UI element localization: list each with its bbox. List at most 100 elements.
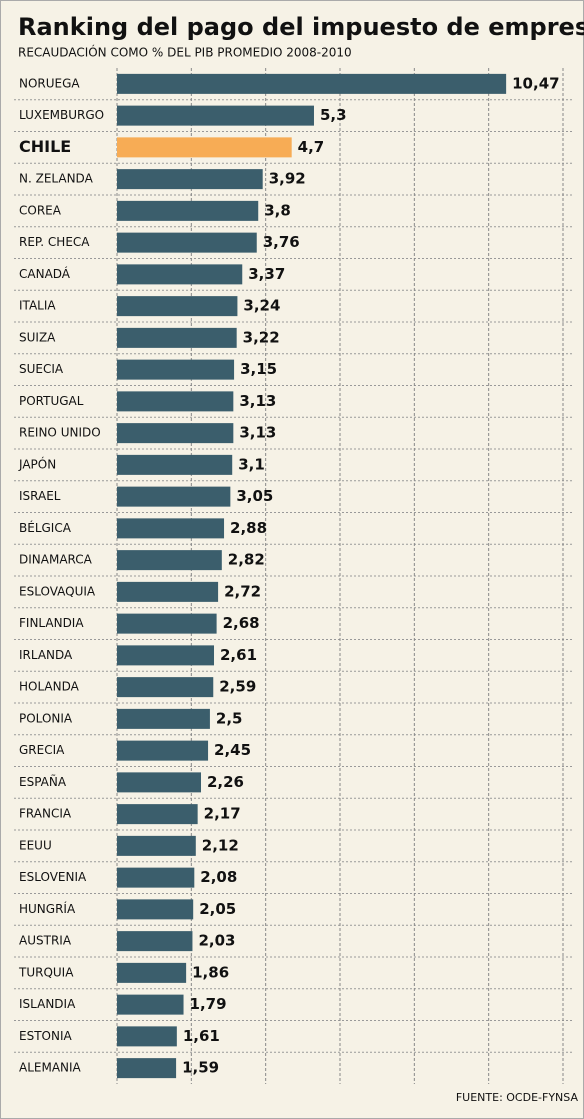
value-label: 2,88: [230, 519, 267, 537]
bar: [117, 169, 263, 190]
category-label: REINO UNIDO: [19, 426, 101, 440]
value-label: 2,03: [198, 932, 235, 950]
bar: [117, 359, 235, 380]
value-label: 5,3: [320, 106, 347, 124]
category-label: SUIZA: [19, 330, 56, 344]
category-label: FRANCIA: [19, 807, 72, 821]
category-label: N. ZELANDA: [19, 172, 94, 186]
category-label: EEUU: [19, 838, 52, 852]
bar: [117, 899, 194, 920]
value-label: 2,72: [224, 582, 261, 600]
bar: [117, 708, 210, 729]
bar: [117, 232, 257, 253]
category-label: ESLOVENIA: [19, 870, 87, 884]
bar: [117, 645, 215, 666]
bar: [117, 994, 184, 1015]
category-label: HUNGRÍA: [19, 901, 76, 916]
bar: [117, 518, 225, 539]
value-label: 4,7: [298, 138, 325, 156]
value-label: 2,59: [219, 678, 256, 696]
value-label: 1,79: [190, 995, 227, 1013]
category-label: ESTONIA: [19, 1029, 72, 1043]
bar: [117, 105, 314, 126]
category-label: CHILE: [19, 137, 71, 156]
value-label: 2,82: [228, 551, 265, 569]
value-label: 2,45: [214, 741, 251, 759]
bar: [117, 1026, 177, 1047]
category-label: ISRAEL: [19, 489, 61, 503]
category-label: TURQUIA: [18, 965, 74, 979]
value-label: 3,13: [239, 424, 276, 442]
category-label: AUSTRIA: [19, 934, 72, 948]
value-label: 2,5: [216, 709, 243, 727]
category-label: ALEMANIA: [19, 1061, 82, 1075]
category-label: COREA: [19, 203, 62, 217]
bar: [117, 740, 209, 761]
bar: [117, 296, 238, 317]
chart-subtitle: RECAUDACIÓN COMO % DEL PIB PROMEDIO 2008…: [18, 45, 352, 60]
value-label: 3,8: [264, 201, 291, 219]
value-label: 1,61: [183, 1027, 220, 1045]
category-label: BÉLGICA: [19, 520, 72, 535]
category-label: CANADÁ: [19, 266, 71, 281]
category-label: REP. CHECA: [19, 235, 90, 249]
value-label: 2,08: [200, 868, 237, 886]
category-label: ESPAÑA: [19, 774, 67, 789]
category-label: ITALIA: [19, 299, 56, 313]
bar: [117, 550, 222, 571]
bar: [117, 137, 292, 158]
category-label: GRECIA: [19, 743, 65, 757]
category-label: SUECIA: [19, 362, 64, 376]
bar: [117, 73, 507, 94]
bar: [117, 264, 243, 285]
bar: [117, 962, 187, 983]
bar: [117, 581, 219, 602]
category-label: JAPÓN: [18, 456, 56, 471]
value-label: 3,92: [269, 170, 306, 188]
value-label: 1,86: [192, 963, 229, 981]
category-label: ISLANDIA: [19, 997, 76, 1011]
bar: [117, 677, 214, 698]
value-label: 3,76: [263, 233, 300, 251]
value-label: 3,37: [248, 265, 285, 283]
bar: [117, 804, 198, 825]
source-note: FUENTE: OCDE-FYNSA: [456, 1091, 579, 1104]
category-label: DINAMARCA: [19, 553, 93, 567]
value-label: 2,61: [220, 646, 257, 664]
bar: [117, 835, 196, 856]
value-label: 3,05: [236, 487, 273, 505]
bar: [117, 200, 259, 221]
bar: [117, 454, 233, 475]
bar: [117, 391, 234, 412]
value-label: 2,17: [204, 805, 241, 823]
value-label: 2,68: [223, 614, 260, 632]
category-label: FINLANDIA: [19, 616, 84, 630]
value-label: 2,12: [202, 836, 239, 854]
chart-title: Ranking del pago del impuesto de empresa…: [18, 13, 584, 41]
category-label: POLONIA: [19, 711, 73, 725]
category-label: PORTUGAL: [19, 394, 84, 408]
value-label: 3,13: [239, 392, 276, 410]
category-label: HOLANDA: [19, 680, 80, 694]
value-label: 3,22: [243, 328, 280, 346]
category-label: ESLOVAQUIA: [19, 584, 96, 598]
value-label: 3,1: [238, 455, 265, 473]
bar: [117, 772, 201, 793]
value-label: 2,26: [207, 773, 244, 791]
bar: [117, 486, 231, 507]
category-label: NORUEGA: [19, 76, 80, 90]
bar: [117, 423, 234, 444]
bar: [117, 931, 193, 952]
category-label: IRLANDA: [19, 648, 73, 662]
bar: [117, 867, 195, 888]
value-label: 1,59: [182, 1059, 219, 1077]
bar: [117, 1058, 177, 1079]
value-label: 10,47: [512, 74, 559, 92]
category-label: LUXEMBURGO: [19, 108, 104, 122]
value-label: 3,24: [243, 297, 280, 315]
value-label: 3,15: [240, 360, 277, 378]
bar: [117, 613, 217, 634]
value-label: 2,05: [199, 900, 236, 918]
